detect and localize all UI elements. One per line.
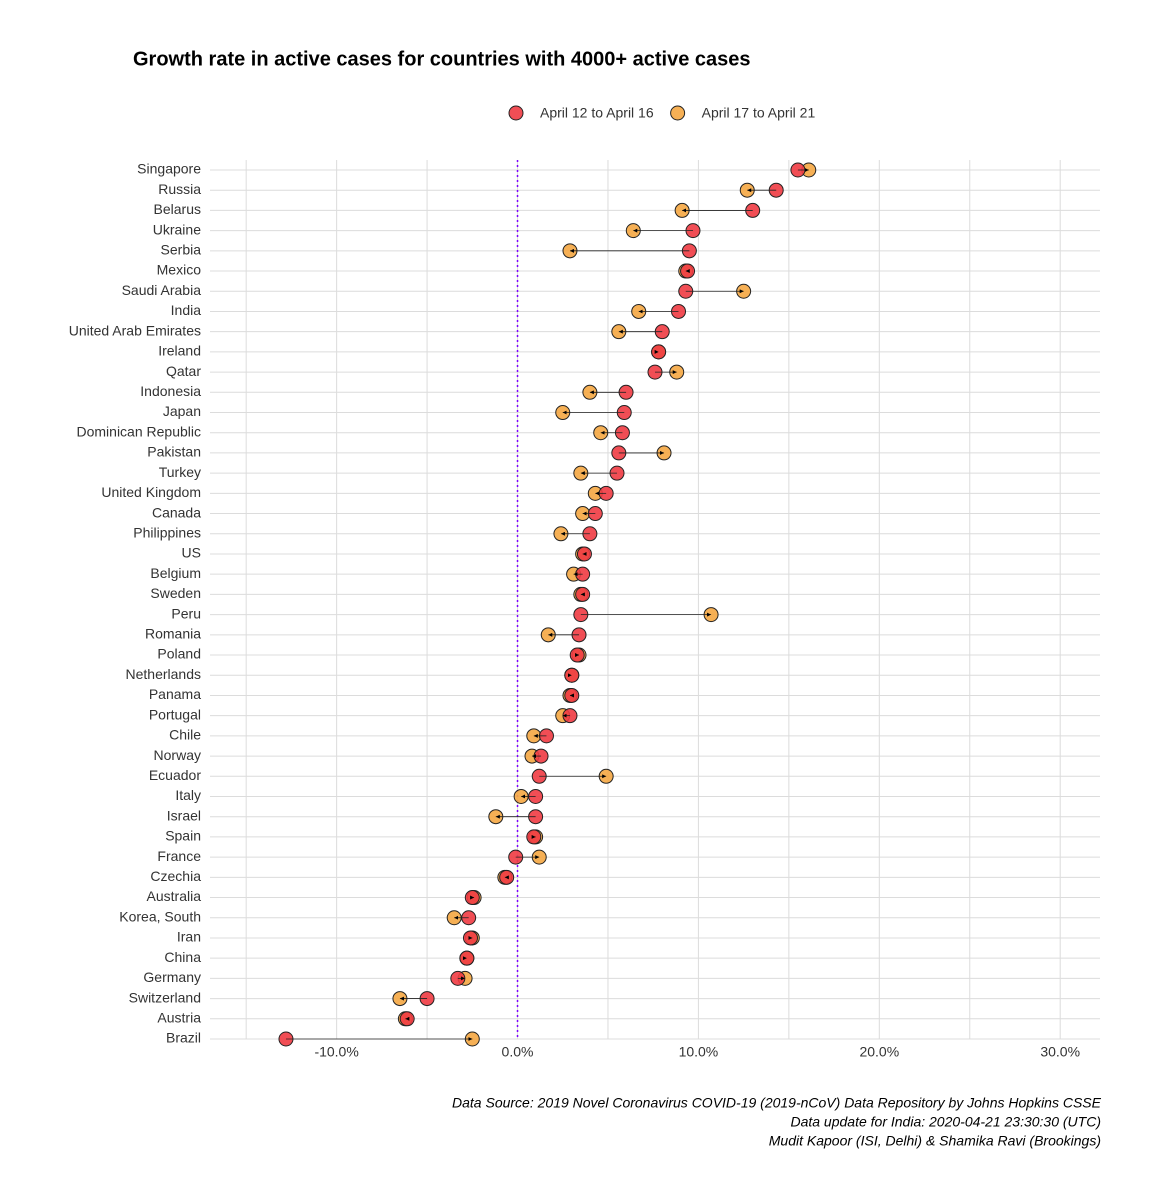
chart-title: Growth rate in active cases for countrie… bbox=[133, 48, 751, 70]
point bbox=[459, 950, 475, 966]
y-tick-label: Turkey bbox=[159, 464, 201, 480]
y-tick-label: Indonesia bbox=[140, 383, 201, 399]
y-tick-label: Serbia bbox=[161, 242, 202, 258]
y-tick-label: Peru bbox=[171, 605, 201, 621]
point bbox=[564, 667, 580, 683]
y-tick-label: Pakistan bbox=[147, 444, 201, 460]
y-tick-label: Ecuador bbox=[149, 767, 201, 783]
y-tick-label: Australia bbox=[147, 888, 202, 904]
y-tick-label: United Arab Emirates bbox=[69, 322, 201, 338]
y-tick-label: Panama bbox=[149, 686, 201, 702]
legend-label: April 17 to April 21 bbox=[702, 105, 816, 121]
y-tick-label: Czechia bbox=[150, 868, 201, 884]
y-tick-label: Spain bbox=[165, 828, 201, 844]
y-tick-label: China bbox=[164, 949, 201, 965]
point bbox=[651, 344, 667, 360]
y-tick-label: Qatar bbox=[166, 363, 201, 379]
y-tick-label: Mexico bbox=[157, 262, 202, 278]
y-tick-label: Sweden bbox=[150, 585, 201, 601]
y-tick-label: Russia bbox=[158, 181, 201, 197]
y-tick-label: Austria bbox=[157, 1009, 201, 1025]
y-tick-label: Ukraine bbox=[153, 221, 201, 237]
y-tick-label: Netherlands bbox=[126, 666, 202, 682]
y-tick-label: Philippines bbox=[133, 524, 201, 540]
y-tick-label: Norway bbox=[154, 747, 201, 763]
x-tick-label: 30.0% bbox=[1040, 1044, 1080, 1060]
y-tick-label: France bbox=[157, 848, 201, 864]
y-tick-label: US bbox=[182, 545, 201, 561]
y-tick-label: Poland bbox=[157, 646, 201, 662]
legend-marker bbox=[670, 105, 686, 121]
x-tick-label: -10.0% bbox=[314, 1044, 358, 1060]
y-tick-label: Switzerland bbox=[129, 989, 201, 1005]
y-tick-label: Korea, South bbox=[119, 908, 201, 924]
y-tick-label: Belarus bbox=[154, 201, 201, 217]
y-tick-label: Israel bbox=[167, 807, 201, 823]
caption: Mudit Kapoor (ISI, Delhi) & Shamika Ravi… bbox=[769, 1133, 1101, 1149]
y-tick-label: Saudi Arabia bbox=[122, 282, 202, 298]
y-tick-label: Dominican Republic bbox=[76, 423, 201, 439]
y-tick-label: Chile bbox=[169, 727, 201, 743]
y-tick-label: Ireland bbox=[158, 343, 201, 359]
y-tick-label: Belgium bbox=[150, 565, 201, 581]
y-tick-label: Romania bbox=[145, 626, 201, 642]
y-tick-label: Singapore bbox=[137, 161, 201, 177]
x-tick-label: 0.0% bbox=[502, 1044, 534, 1060]
caption: Data Source: 2019 Novel Coronavirus COVI… bbox=[452, 1095, 1102, 1111]
y-tick-label: India bbox=[171, 302, 202, 318]
legend-label: April 12 to April 16 bbox=[540, 105, 654, 121]
y-tick-label: United Kingdom bbox=[101, 484, 201, 500]
y-tick-label: Brazil bbox=[166, 1030, 201, 1046]
y-tick-label: Germany bbox=[143, 969, 201, 985]
y-tick-label: Italy bbox=[175, 787, 201, 803]
x-tick-label: 10.0% bbox=[679, 1044, 719, 1060]
legend-marker bbox=[508, 105, 524, 121]
y-tick-label: Iran bbox=[177, 929, 201, 945]
y-tick-label: Portugal bbox=[149, 706, 201, 722]
caption: Data update for India: 2020-04-21 23:30:… bbox=[790, 1114, 1101, 1130]
x-tick-label: 20.0% bbox=[859, 1044, 899, 1060]
y-tick-label: Canada bbox=[152, 504, 201, 520]
y-tick-label: Japan bbox=[163, 403, 201, 419]
